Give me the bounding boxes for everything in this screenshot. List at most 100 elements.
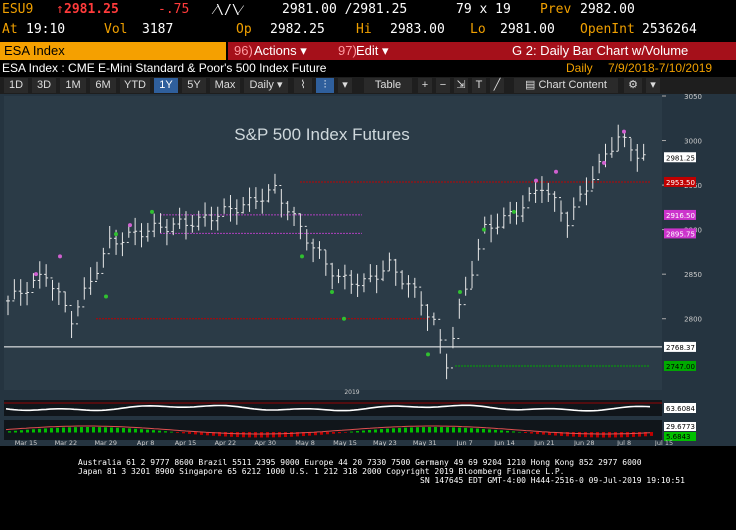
price-bar bbox=[292, 206, 297, 227]
draw-tool-icon[interactable]: ╱ bbox=[490, 78, 504, 93]
histogram-bar bbox=[176, 432, 179, 433]
function-bar: 96) Actions ▾ 97) Edit ▾ G 2: Daily Bar … bbox=[228, 42, 736, 60]
histogram-bar bbox=[572, 432, 575, 437]
chart-canvas[interactable]: S&P 500 Index Futures 280028502900295030… bbox=[0, 93, 736, 447]
count-marker bbox=[330, 290, 334, 294]
more-dropdown-icon[interactable]: ▾ bbox=[646, 78, 660, 93]
settings-icon[interactable]: ⚙ bbox=[624, 78, 642, 93]
bar-chart-icon[interactable]: ⫶ bbox=[316, 78, 334, 93]
indicator1-tag: 63.6084 bbox=[666, 405, 695, 413]
histogram-bar bbox=[272, 432, 275, 438]
level-tag-text: 2953.50 bbox=[666, 179, 695, 187]
price-bar bbox=[431, 312, 436, 326]
level-tag-text: 2747.00 bbox=[666, 363, 695, 371]
range-6m-button[interactable]: 6M bbox=[90, 78, 116, 93]
price-bar bbox=[470, 260, 475, 290]
range-3d-button[interactable]: 3D bbox=[32, 78, 56, 93]
range-5y-button[interactable]: 5Y bbox=[182, 78, 206, 93]
histogram-bar bbox=[68, 427, 71, 433]
histogram-bar bbox=[494, 429, 497, 433]
histogram-bar bbox=[638, 432, 641, 437]
price-bar bbox=[552, 191, 557, 212]
price-bar bbox=[177, 207, 182, 229]
x-tick-label: Mar 29 bbox=[94, 439, 117, 446]
count-marker bbox=[534, 178, 538, 183]
price-bar bbox=[228, 194, 233, 222]
x-tick-label: Mar 15 bbox=[15, 439, 38, 446]
histogram-bar bbox=[182, 432, 185, 434]
sparkline-icon: ⁄\/\⁄ bbox=[214, 3, 242, 18]
table-button[interactable]: Table bbox=[364, 78, 412, 93]
histogram-bar bbox=[404, 427, 407, 433]
histogram-bar bbox=[602, 432, 605, 438]
x-tick-label: Jul 8 bbox=[616, 439, 631, 446]
y-tick-label: 2800 bbox=[684, 316, 702, 324]
histogram-bar bbox=[464, 427, 467, 433]
price-bar bbox=[349, 270, 354, 294]
price-bar bbox=[152, 213, 157, 238]
histogram-bar bbox=[290, 432, 293, 437]
price-bar bbox=[215, 206, 220, 231]
price-bar bbox=[622, 131, 627, 148]
date-range[interactable]: 7/9/2018-7/10/2019 bbox=[608, 61, 713, 75]
range-1y-button[interactable]: 1Y bbox=[154, 78, 178, 93]
price-bar bbox=[641, 143, 646, 161]
histogram-bar bbox=[188, 432, 191, 434]
histogram-bar bbox=[74, 427, 77, 433]
histogram-bar bbox=[62, 427, 65, 433]
security-field[interactable]: ESA Index bbox=[0, 42, 226, 60]
histogram-bar bbox=[128, 428, 131, 433]
range-1d-button[interactable]: 1D bbox=[4, 78, 28, 93]
price-bar bbox=[133, 217, 138, 246]
chart-type-dropdown-icon[interactable]: ▾ bbox=[338, 78, 352, 93]
price-bar bbox=[489, 214, 494, 243]
ticker[interactable]: ESU9 bbox=[2, 2, 34, 17]
histogram-bar bbox=[644, 432, 647, 437]
range-1m-button[interactable]: 1M bbox=[60, 78, 86, 93]
histogram-bar bbox=[488, 429, 491, 433]
price-bar bbox=[101, 247, 106, 274]
count-marker bbox=[458, 290, 462, 294]
indicator2-tag2: 5.6843 bbox=[666, 433, 691, 441]
histogram-bar bbox=[230, 432, 233, 437]
pointer-icon[interactable]: ⇲ bbox=[454, 78, 468, 93]
histogram-bar bbox=[596, 432, 599, 438]
remove-icon[interactable]: − bbox=[436, 78, 450, 93]
histogram-bar bbox=[356, 431, 359, 433]
price-bar bbox=[578, 185, 583, 208]
price-bar bbox=[584, 177, 589, 206]
actions-menu[interactable]: Actions ▾ bbox=[254, 43, 307, 58]
frequency-dropdown[interactable]: Daily ▾ bbox=[244, 78, 288, 93]
x-tick-label: Apr 22 bbox=[215, 439, 237, 446]
histogram-bar bbox=[344, 432, 347, 433]
count-marker bbox=[426, 352, 430, 357]
count-marker bbox=[342, 316, 346, 321]
count-marker bbox=[622, 129, 626, 134]
histogram-bar bbox=[476, 428, 479, 433]
histogram-bar bbox=[284, 432, 287, 437]
add-icon[interactable]: + bbox=[418, 78, 432, 93]
price-bar bbox=[158, 213, 163, 233]
histogram-bar bbox=[398, 427, 401, 433]
price-chart[interactable]: S&P 500 Index Futures 280028502900295030… bbox=[0, 93, 736, 447]
histogram-bar bbox=[44, 428, 47, 433]
edit-menu[interactable]: Edit ▾ bbox=[356, 43, 389, 58]
level-tag-text: 2916.50 bbox=[666, 212, 695, 220]
histogram-bar bbox=[386, 428, 389, 433]
time-value: 19:10 bbox=[26, 22, 66, 37]
histogram-bar bbox=[158, 430, 161, 433]
histogram-bar bbox=[116, 427, 119, 433]
histogram-bar bbox=[200, 432, 203, 435]
range-max-button[interactable]: Max bbox=[210, 78, 240, 93]
price-bar bbox=[317, 241, 322, 259]
histogram-bar bbox=[410, 427, 413, 433]
chart-content-button[interactable]: ▤ Chart Content bbox=[514, 78, 618, 93]
line-chart-icon[interactable]: ⌇ bbox=[294, 78, 312, 93]
price-bar bbox=[260, 188, 265, 214]
open-value: 2982.25 bbox=[270, 22, 325, 37]
range-ytd-button[interactable]: YTD bbox=[120, 78, 150, 93]
text-tool-icon[interactable]: T bbox=[472, 78, 486, 93]
lo-value: 2981.00 bbox=[500, 22, 555, 37]
price-bar bbox=[183, 211, 188, 240]
histogram-bar bbox=[566, 432, 569, 437]
